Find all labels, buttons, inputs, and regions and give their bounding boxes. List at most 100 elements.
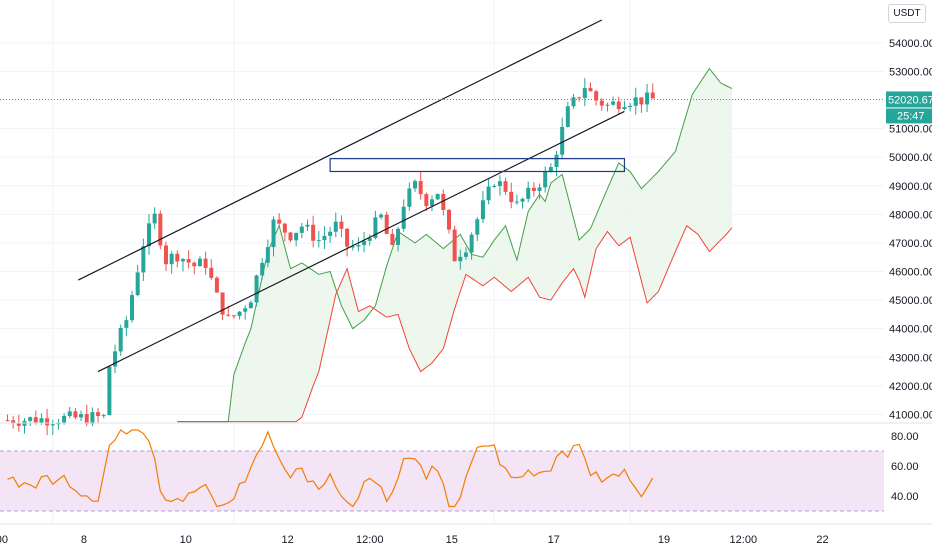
candle-body: [316, 240, 321, 242]
candle-body: [84, 414, 89, 424]
candle-body: [407, 188, 412, 207]
candle-body: [526, 187, 531, 199]
price-tick-label: 41000.00: [889, 409, 932, 421]
candle-body: [50, 424, 55, 426]
candle-body: [130, 295, 135, 321]
candle-body: [611, 101, 616, 105]
candle-body: [197, 258, 202, 267]
candle-body: [384, 214, 389, 234]
candle-body: [633, 97, 638, 106]
price-tick-label: 44000.00: [889, 324, 932, 336]
candle-body: [209, 267, 214, 278]
candle-body: [345, 228, 350, 247]
candle-body: [480, 200, 485, 220]
candle-body: [101, 415, 106, 417]
candle-body: [11, 420, 16, 424]
price-tick-label: 48000.00: [889, 209, 932, 221]
candle-body: [548, 167, 553, 172]
candle-body: [231, 315, 236, 317]
candle-body: [463, 252, 468, 257]
candle-body: [203, 258, 208, 268]
candle-body: [497, 181, 502, 186]
candle-body: [520, 198, 525, 202]
price-tick-label: 50000.00: [889, 152, 932, 164]
candle-body: [294, 232, 299, 241]
countdown-badge: [886, 108, 932, 124]
candle-body: [16, 423, 21, 426]
time-tick-label: 12: [282, 534, 294, 546]
zone-rectangle: [329, 158, 626, 173]
candle-body: [169, 253, 174, 265]
candle-body: [39, 418, 44, 424]
candle-body: [413, 181, 418, 189]
candle-body: [571, 97, 576, 107]
candle-body: [577, 97, 582, 99]
candle-body: [45, 418, 50, 426]
candle-body: [328, 231, 333, 236]
candle-body: [531, 187, 536, 191]
candle-body: [90, 412, 95, 424]
candle-body: [288, 232, 293, 241]
candle-body: [373, 217, 378, 238]
candle-body: [560, 126, 565, 155]
candle-body: [214, 277, 219, 293]
candle-body: [243, 308, 248, 312]
candle-body: [622, 107, 627, 110]
axes: 54000.00 53000.00 51000.00 50000.00 49000.00…: [0, 38, 932, 546]
countdown-label: 25:47: [897, 110, 925, 122]
time-tick-label: 17: [548, 534, 560, 546]
time-tick-label: 15: [446, 534, 458, 546]
candlesticks: [5, 78, 655, 436]
price-tick-label: 54000.00: [889, 38, 932, 50]
candle-body: [220, 292, 225, 315]
current-price-label: 52020.67: [888, 94, 932, 106]
candle-body: [299, 226, 304, 233]
candle-body: [113, 351, 118, 367]
candle-body: [282, 223, 287, 233]
candle-body: [452, 229, 457, 262]
rsi-tick-label: 80.00: [891, 431, 919, 443]
candle-body: [192, 262, 197, 267]
candle-body: [628, 105, 633, 108]
candle-body: [147, 223, 151, 247]
candle-body: [73, 411, 78, 418]
time-tick-label: 12:00: [356, 534, 384, 546]
candle-body: [135, 272, 140, 296]
candle-body: [424, 194, 429, 206]
currency-unit-label[interactable]: USDT: [888, 4, 926, 23]
candle-body: [124, 320, 129, 328]
price-tick-label: 53000.00: [889, 66, 932, 78]
drawing-overlays: [0, 19, 884, 373]
candle-body: [390, 233, 395, 245]
price-tick-label: 45000.00: [889, 295, 932, 307]
candle-body: [441, 193, 446, 210]
candle-body: [537, 187, 542, 191]
candle-body: [446, 209, 451, 230]
price-tick-label: 47000.00: [889, 238, 932, 250]
candle-body: [96, 412, 101, 416]
price-tick-label: 43000.00: [889, 352, 932, 364]
rsi-tick-label: 60.00: [891, 461, 919, 473]
price-tick-label: 51000.00: [889, 124, 932, 136]
candle-body: [118, 327, 123, 352]
rsi-line: [7, 429, 654, 508]
candle-body: [435, 193, 440, 200]
candle-body: [367, 237, 372, 241]
trend-channel-line: [97, 110, 625, 373]
candle-body: [401, 206, 406, 229]
candle-body: [469, 234, 474, 253]
price-tick-label: 42000.00: [889, 381, 932, 393]
candle-body: [28, 417, 33, 421]
candle-body: [62, 416, 67, 424]
time-tick-label: 22: [816, 534, 828, 546]
candle-body: [396, 228, 401, 245]
candle-body: [458, 256, 463, 262]
candle-body: [599, 100, 604, 106]
time-tick-label: 00: [0, 534, 8, 546]
candle-body: [492, 185, 497, 187]
candle-body: [350, 246, 355, 248]
time-tick-label: 8: [81, 534, 87, 546]
candle-body: [237, 311, 242, 316]
candle-body: [616, 101, 621, 110]
